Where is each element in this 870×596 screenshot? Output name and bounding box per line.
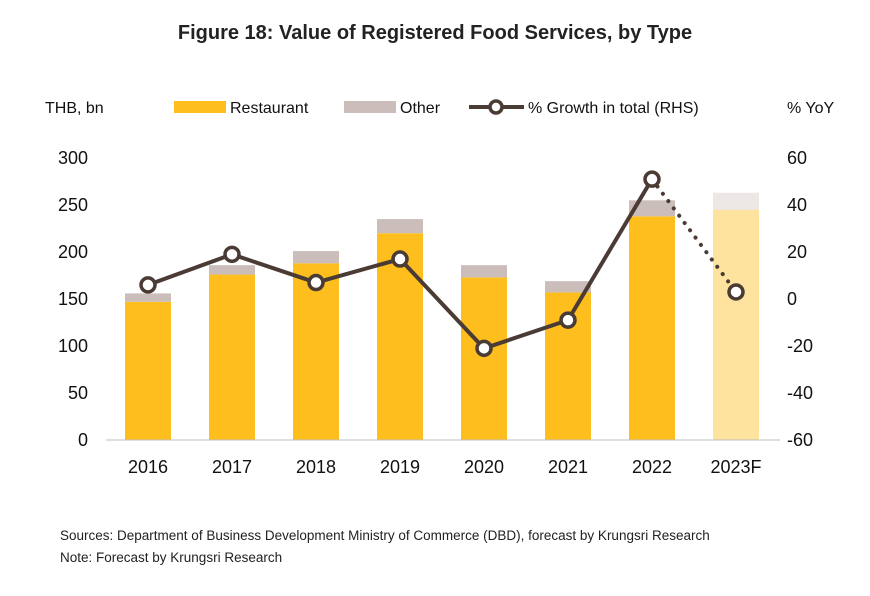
bar-restaurant bbox=[713, 209, 759, 440]
growth-line-series bbox=[139, 170, 745, 358]
right-axis-unit: % YoY bbox=[787, 100, 834, 117]
chart-canvas: Restaurant Other % Growth in total (RHS) T… bbox=[45, 99, 834, 477]
growth-point bbox=[643, 170, 661, 188]
x-axis: 2016 2017 2018 2019 2020 2021 2022 2023F bbox=[106, 439, 780, 477]
right-axis: % YoY -60 -40 -20 0 20 40 60 bbox=[787, 100, 834, 450]
bar-other bbox=[377, 219, 423, 234]
bar-restaurant bbox=[461, 277, 507, 440]
left-tick-label: 250 bbox=[58, 195, 88, 215]
right-tick-label: 20 bbox=[787, 242, 807, 262]
bar-other bbox=[209, 265, 255, 275]
x-tick-label: 2019 bbox=[380, 457, 420, 477]
legend-label-growth: % Growth in total (RHS) bbox=[528, 100, 699, 117]
bar-restaurant bbox=[209, 274, 255, 440]
x-tick-label: 2017 bbox=[212, 457, 252, 477]
right-tick-label: -20 bbox=[787, 336, 813, 356]
left-tick-label: 50 bbox=[68, 383, 88, 403]
forecast-note: Note: Forecast by Krungsri Research bbox=[60, 550, 283, 565]
right-tick-label: 0 bbox=[787, 289, 797, 309]
right-tick-label: 60 bbox=[787, 148, 807, 168]
legend-label-restaurant: Restaurant bbox=[230, 100, 309, 117]
bar-other bbox=[293, 251, 339, 264]
left-axis: THB, bn 0 50 100 150 200 250 300 bbox=[45, 100, 104, 450]
legend-marker-growth bbox=[488, 99, 504, 115]
left-tick-label: 150 bbox=[58, 289, 88, 309]
bar-other bbox=[461, 265, 507, 278]
bars bbox=[125, 192, 759, 440]
growth-point bbox=[139, 276, 157, 294]
growth-point bbox=[475, 339, 493, 358]
sources-note: Sources: Department of Business Developm… bbox=[60, 528, 710, 543]
bar-restaurant bbox=[125, 301, 171, 440]
right-tick-label: -40 bbox=[787, 383, 813, 403]
x-tick-label: 2022 bbox=[632, 457, 672, 477]
bar-other bbox=[545, 281, 591, 293]
growth-point bbox=[307, 273, 325, 292]
left-axis-unit: THB, bn bbox=[45, 100, 104, 117]
growth-point bbox=[391, 250, 409, 268]
growth-line-forecast bbox=[650, 177, 738, 294]
bar-other bbox=[125, 293, 171, 302]
legend-swatch-other bbox=[344, 101, 396, 113]
x-tick-label: 2016 bbox=[128, 457, 168, 477]
right-tick-label: 40 bbox=[787, 195, 807, 215]
right-tick-label: -60 bbox=[787, 430, 813, 450]
x-tick-label: 2021 bbox=[548, 457, 588, 477]
left-tick-label: 200 bbox=[58, 242, 88, 262]
bar-other bbox=[629, 200, 675, 217]
x-tick-label: 2018 bbox=[296, 457, 336, 477]
growth-point bbox=[223, 245, 241, 264]
left-tick-label: 100 bbox=[58, 336, 88, 356]
left-tick-label: 0 bbox=[78, 430, 88, 450]
chart-title: Figure 18: Value of Registered Food Serv… bbox=[177, 22, 693, 44]
legend-label-other: Other bbox=[400, 100, 441, 117]
growth-point bbox=[559, 311, 577, 329]
x-tick-label: 2020 bbox=[464, 457, 504, 477]
bar-restaurant bbox=[293, 263, 339, 440]
left-tick-label: 300 bbox=[58, 148, 88, 168]
legend-swatch-restaurant bbox=[174, 101, 226, 113]
legend: Restaurant Other % Growth in total (RHS) bbox=[174, 99, 699, 117]
bar-restaurant bbox=[629, 216, 675, 440]
bar-other bbox=[713, 192, 759, 210]
x-tick-label: 2023F bbox=[710, 457, 761, 477]
growth-point bbox=[727, 283, 745, 301]
